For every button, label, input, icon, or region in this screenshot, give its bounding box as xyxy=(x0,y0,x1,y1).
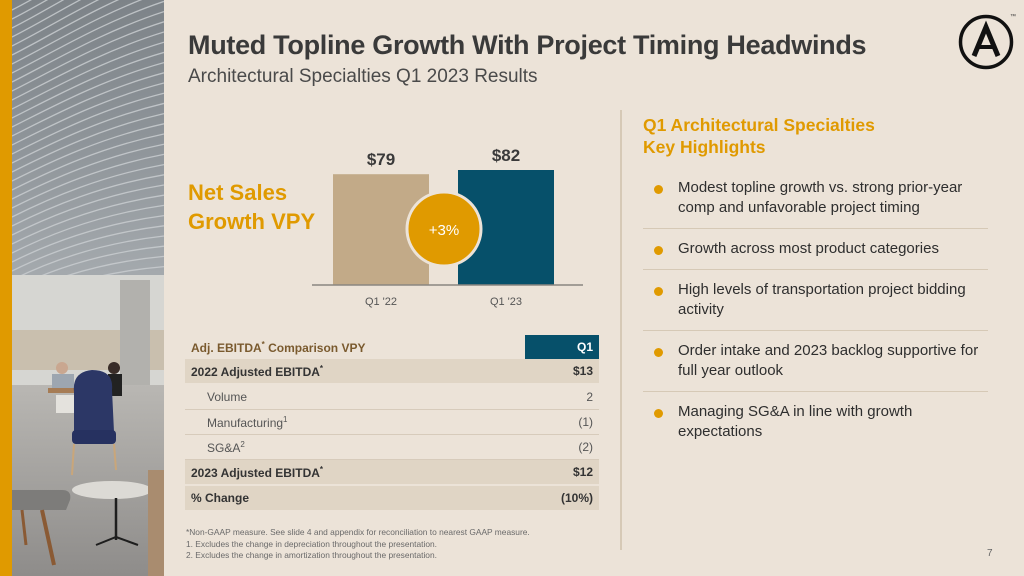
ceiling-wave-line xyxy=(12,92,164,155)
ceiling-wave-line xyxy=(12,72,164,137)
vertical-divider xyxy=(620,110,622,550)
key-highlights-title: Q1 Architectural Specialties Key Highlig… xyxy=(643,114,875,158)
footnotes: *Non-GAAP measure. See slide 4 and appen… xyxy=(186,527,530,562)
ceiling-wave-line xyxy=(12,133,164,191)
net-sales-title-line1: Net Sales xyxy=(188,180,288,205)
bullet-dot-icon xyxy=(654,287,663,296)
net-sales-bar-chart: $79 Q1 '22 $82 Q1 '23 +3% xyxy=(312,146,583,308)
ceiling-wave-line xyxy=(12,0,143,65)
footnote-1: 1. Excludes the change in depreciation t… xyxy=(186,538,437,549)
ceiling-wave-line xyxy=(12,10,164,83)
ceiling-wave-line xyxy=(12,174,164,227)
row-label: % Change xyxy=(185,485,525,512)
row-label: 2022 Adjusted EBITDA* xyxy=(185,359,525,385)
ceiling-wave-line xyxy=(12,21,164,92)
ceiling-wave-line xyxy=(12,0,49,20)
ceiling-wave-line xyxy=(12,0,65,29)
table-header-row: Adj. EBITDA* Comparison VPY Q1 xyxy=(185,335,599,359)
ceiling-wave-line xyxy=(12,204,164,254)
ceiling-wave-line xyxy=(12,82,164,146)
footnote-2: 2. Excludes the change in amortization t… xyxy=(186,550,437,560)
highlight-text: Growth across most product categories xyxy=(678,240,939,257)
row-value: (10%) xyxy=(525,485,599,512)
ceiling-wave-line xyxy=(12,31,164,101)
ceiling-wave-line xyxy=(12,235,164,281)
highlight-text: Order intake and 2023 backlog supportive… xyxy=(678,342,979,379)
highlight-item: Managing SG&A in line with growth expect… xyxy=(643,402,988,452)
row-value: (1) xyxy=(525,409,599,435)
ceiling-wave-line xyxy=(12,153,164,209)
ceiling-wave-line xyxy=(12,0,100,47)
ceiling-wave-line xyxy=(12,163,164,218)
page-number: 7 xyxy=(987,548,993,559)
row-value: $12 xyxy=(525,459,599,486)
growth-badge-label: +3% xyxy=(429,222,459,239)
page-title: Muted Topline Growth With Project Timing… xyxy=(188,30,867,60)
highlight-item: Modest topline growth vs. strong prior-y… xyxy=(643,178,988,229)
ceiling-wave-line xyxy=(12,61,164,128)
ceiling-wave-line xyxy=(12,143,164,200)
bar-value-label: $82 xyxy=(492,146,520,165)
highlight-text: High levels of transportation project bi… xyxy=(678,281,966,318)
highlight-item: High levels of transportation project bi… xyxy=(643,280,988,331)
ceiling-wave-line xyxy=(12,0,33,11)
key-highlights-title-line1: Q1 Architectural Specialties xyxy=(643,115,875,135)
ceiling-wave-line xyxy=(12,214,164,263)
office-interior-photo xyxy=(12,0,164,576)
highlight-item: Order intake and 2023 backlog supportive… xyxy=(643,341,988,392)
table-row: % Change (10%) xyxy=(185,485,599,512)
row-label: SG&A2 xyxy=(185,434,525,460)
ceiling-wave-line xyxy=(12,102,164,164)
key-highlights-title-line2: Key Highlights xyxy=(643,137,766,157)
table-header-q1: Q1 xyxy=(525,335,599,359)
row-value: 2 xyxy=(525,384,599,410)
net-sales-title: Net Sales Growth VPY xyxy=(188,178,315,236)
table-row: Manufacturing1 (1) xyxy=(185,409,599,435)
bar-value-label: $79 xyxy=(367,150,395,169)
row-value: (2) xyxy=(525,434,599,460)
bullet-dot-icon xyxy=(654,348,663,357)
growth-badge xyxy=(405,190,483,268)
bullet-dot-icon xyxy=(654,246,663,255)
table-row: Volume 2 xyxy=(185,384,599,410)
row-label: 2023 Adjusted EBITDA* xyxy=(185,459,525,486)
highlight-text: Managing SG&A in line with growth expect… xyxy=(678,403,913,440)
table-header-label: Adj. EBITDA* Comparison VPY xyxy=(191,339,366,355)
ceiling-wave-line xyxy=(12,225,164,272)
bullet-dot-icon xyxy=(654,409,663,418)
table-row: 2022 Adjusted EBITDA* $13 xyxy=(185,359,599,385)
ceiling-wave-line xyxy=(12,41,164,110)
highlight-text: Modest topline growth vs. strong prior-y… xyxy=(678,179,963,216)
footnote-nongaap: *Non-GAAP measure. See slide 4 and appen… xyxy=(186,527,530,537)
row-label: Volume xyxy=(185,384,525,410)
bullet-dot-icon xyxy=(654,185,663,194)
ceiling-wave-line xyxy=(12,194,164,245)
category-tick-label: Q1 '22 xyxy=(365,296,397,308)
highlights-list: Modest topline growth vs. strong prior-y… xyxy=(643,178,988,462)
net-sales-title-line2: Growth VPY xyxy=(188,209,316,234)
ceiling-wave-line xyxy=(12,0,82,38)
ebitda-comparison-table: Adj. EBITDA* Comparison VPY Q1 2022 Adju… xyxy=(185,335,599,512)
ceiling-wave-line xyxy=(12,0,120,56)
category-tick-label: Q1 '23 xyxy=(490,296,522,308)
arcosa-logo-icon xyxy=(958,14,1014,70)
accent-bar xyxy=(0,0,12,576)
trademark-symbol: ™ xyxy=(1010,14,1016,20)
highlight-item: Growth across most product categories xyxy=(643,239,988,270)
row-label: Manufacturing1 xyxy=(185,409,525,435)
ceiling-wave-line xyxy=(12,51,164,119)
page-subtitle: Architectural Specialties Q1 2023 Result… xyxy=(188,66,538,87)
ceiling-wave-line xyxy=(12,112,164,173)
ceiling-wave-line xyxy=(12,184,164,236)
table-row: 2023 Adjusted EBITDA* $12 xyxy=(185,459,599,486)
row-value: $13 xyxy=(525,359,599,385)
ceiling-wave-line xyxy=(12,0,164,74)
table-row: SG&A2 (2) xyxy=(185,434,599,460)
ceiling-wave-line xyxy=(12,123,164,182)
